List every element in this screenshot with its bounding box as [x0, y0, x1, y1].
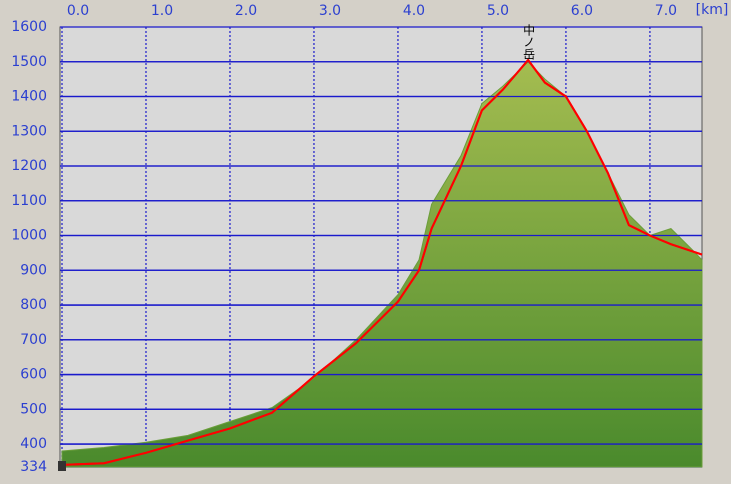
x-tick-label: 3.0	[319, 3, 341, 19]
y-tick-label: 500	[20, 401, 47, 417]
x-tick-label: 1.0	[151, 3, 173, 19]
y-tick-label: 800	[20, 297, 47, 313]
y-tick-label: 700	[20, 332, 47, 348]
y-tick-label: 1300	[11, 123, 47, 139]
terrain-area	[61, 61, 703, 468]
y-tick-label: 1400	[11, 89, 47, 105]
y-tick-label: 1000	[11, 228, 47, 244]
peak-annotation: 中ノ岳	[522, 23, 536, 60]
start-marker	[58, 461, 66, 471]
x-tick-label: 2.0	[235, 3, 257, 19]
x-tick-label: 6.0	[571, 3, 593, 19]
y-tick-label: 600	[20, 367, 47, 383]
y-tick-label: 1200	[11, 158, 47, 174]
y-tick-label: 400	[20, 436, 47, 452]
x-tick-label: 0.0	[67, 3, 89, 19]
x-axis-label: [km]	[696, 2, 729, 18]
y-tick-label: 1100	[11, 193, 47, 209]
x-tick-label: 5.0	[487, 3, 509, 19]
y-tick-label: 900	[20, 262, 47, 278]
y-tick-label: 1500	[11, 54, 47, 70]
x-tick-label: 7.0	[655, 3, 677, 19]
y-tick-label: 1600	[11, 19, 47, 35]
x-tick-label: 4.0	[403, 3, 425, 19]
y-tick-label: 334	[20, 459, 47, 475]
route-line	[61, 58, 703, 466]
